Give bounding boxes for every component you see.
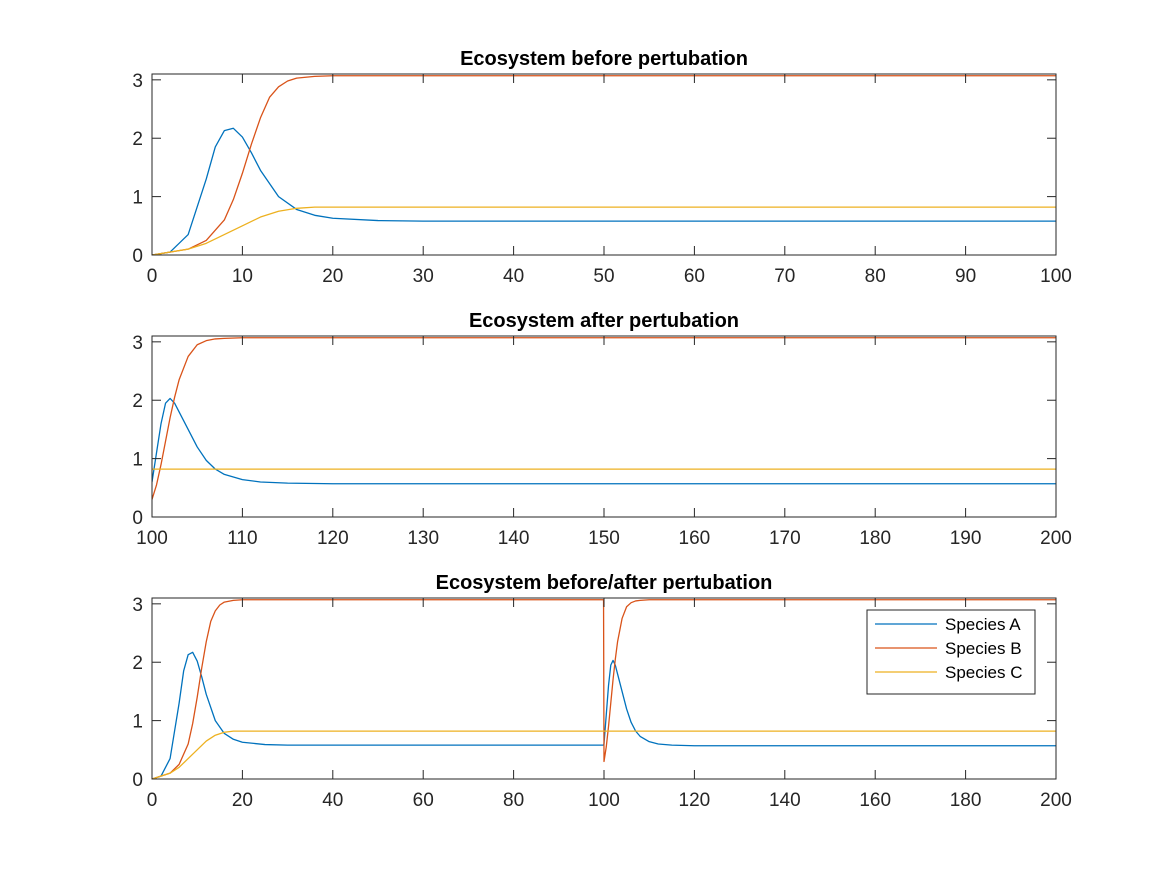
- x-tick-label: 160: [679, 528, 711, 549]
- x-tick-label: 40: [322, 790, 343, 811]
- y-tick-label: 2: [132, 129, 143, 150]
- axes-box: [151, 335, 1057, 518]
- x-tick-label: 150: [588, 528, 620, 549]
- x-tick-label: 200: [1040, 528, 1072, 549]
- x-tick-label: 140: [769, 790, 801, 811]
- subplot-title: Ecosystem before/after pertubation: [436, 572, 773, 594]
- x-tick-label: 170: [769, 528, 801, 549]
- series-line-a: [152, 127, 1056, 255]
- y-tick-label: 3: [132, 333, 143, 354]
- y-tick-label: 0: [132, 770, 143, 791]
- series-line-c: [152, 206, 1056, 255]
- x-tick-label: 130: [407, 528, 439, 549]
- y-tick-label: 1: [132, 188, 143, 209]
- subplot-title: Ecosystem after pertubation: [469, 310, 739, 332]
- x-tick-label: 180: [950, 790, 982, 811]
- x-tick-label: 0: [147, 790, 158, 811]
- y-tick-label: 2: [132, 653, 143, 674]
- x-tick-label: 100: [588, 790, 620, 811]
- x-tick-label: 140: [498, 528, 530, 549]
- x-tick-label: 180: [859, 528, 891, 549]
- x-tick-label: 60: [684, 266, 705, 287]
- series-line-c: [152, 730, 1056, 779]
- axes-box: [151, 73, 1057, 256]
- x-tick-label: 200: [1040, 790, 1072, 811]
- y-tick-label: 1: [132, 450, 143, 471]
- x-tick-label: 30: [413, 266, 434, 287]
- x-tick-label: 50: [593, 266, 614, 287]
- y-tick-label: 2: [132, 391, 143, 412]
- x-tick-label: 100: [136, 528, 168, 549]
- x-tick-label: 80: [503, 790, 524, 811]
- series-group: [152, 75, 1056, 255]
- series-group: [152, 337, 1056, 500]
- x-tick-label: 20: [232, 790, 253, 811]
- series-line-a: [152, 397, 1056, 485]
- x-tick-label: 40: [503, 266, 524, 287]
- x-tick-label: 120: [679, 790, 711, 811]
- legend-label: Species A: [945, 615, 1021, 634]
- x-tick-label: 20: [322, 266, 343, 287]
- series-line-b: [152, 75, 1056, 255]
- x-tick-label: 0: [147, 266, 158, 287]
- legend: Species A Species B Species C: [866, 609, 1036, 695]
- x-tick-label: 10: [232, 266, 253, 287]
- y-tick-label: 3: [132, 71, 143, 92]
- x-tick-label: 60: [413, 790, 434, 811]
- y-tick-label: 3: [132, 595, 143, 616]
- x-tick-label: 190: [950, 528, 982, 549]
- series-line-b: [152, 337, 1056, 500]
- legend-label: Species C: [945, 663, 1022, 682]
- y-tick-label: 1: [132, 712, 143, 733]
- x-tick-label: 120: [317, 528, 349, 549]
- x-tick-label: 70: [774, 266, 795, 287]
- x-tick-label: 90: [955, 266, 976, 287]
- x-tick-label: 100: [1040, 266, 1072, 287]
- y-tick-label: 0: [132, 508, 143, 529]
- y-tick-label: 0: [132, 246, 143, 267]
- x-tick-label: 80: [865, 266, 886, 287]
- x-tick-label: 160: [859, 790, 891, 811]
- subplot-title: Ecosystem before pertubation: [460, 48, 748, 70]
- legend-label: Species B: [945, 639, 1022, 658]
- x-tick-label: 110: [227, 528, 257, 549]
